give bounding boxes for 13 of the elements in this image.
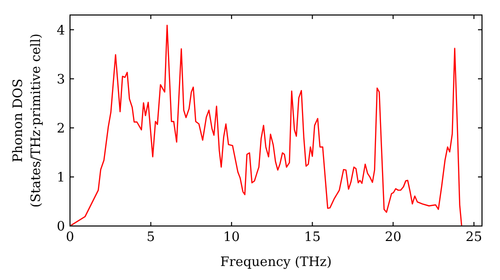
x-tick-label: 25: [466, 230, 482, 245]
y-axis-title: Phonon DOS (States/THz·primitive cell): [11, 33, 44, 208]
x-tick-label: 5: [146, 230, 155, 245]
y-tick-label: 0: [56, 220, 65, 235]
y-tick-label: 2: [56, 121, 65, 136]
x-axis-title: Frequency (THz): [220, 255, 332, 270]
y-tick-label: 1: [56, 170, 65, 186]
y-tick-label: 4: [56, 23, 65, 38]
y-tick-label: 3: [56, 72, 65, 88]
x-tick-label: 10: [223, 230, 240, 245]
x-tick-label: 20: [384, 230, 402, 245]
line-series: [70, 24, 462, 226]
x-tick-label: 15: [304, 230, 321, 245]
